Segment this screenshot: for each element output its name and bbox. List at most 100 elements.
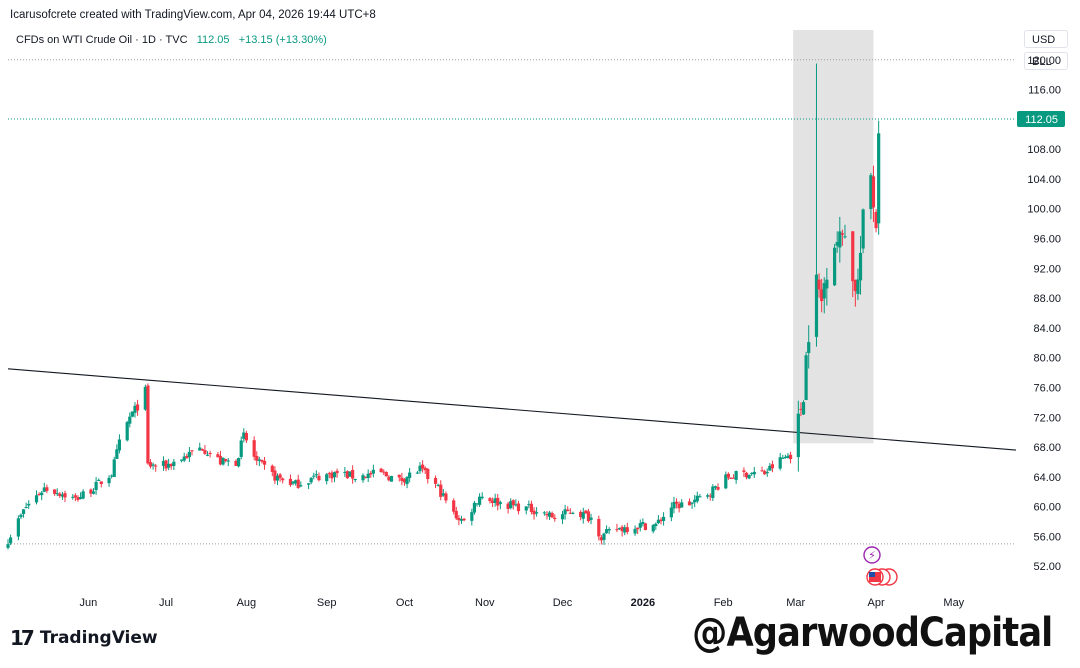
candle-body[interactable] [42, 487, 46, 492]
candle-body[interactable] [581, 512, 585, 519]
candle-body[interactable] [641, 521, 645, 524]
candle-body[interactable] [680, 502, 684, 508]
event-markers[interactable]: ⚡ [863, 546, 898, 586]
candle-body[interactable] [151, 464, 155, 466]
candle-body[interactable] [16, 518, 20, 537]
candle-body[interactable] [478, 496, 482, 505]
candle-body[interactable] [405, 477, 409, 485]
candle-body[interactable] [361, 475, 365, 481]
candle-body[interactable] [34, 495, 39, 503]
candle-body[interactable] [363, 476, 368, 478]
candle-body[interactable] [560, 514, 565, 520]
candle-body[interactable] [786, 455, 790, 458]
candle-body[interactable] [130, 411, 134, 417]
candle-body[interactable] [180, 459, 184, 461]
candle-body[interactable] [273, 470, 277, 481]
candle-body[interactable] [669, 507, 673, 518]
candle-body[interactable] [6, 544, 10, 548]
candle-body[interactable] [55, 493, 59, 495]
candle-body[interactable] [625, 527, 629, 532]
candle-body[interactable] [325, 474, 329, 482]
candle-body[interactable] [472, 502, 477, 513]
candle-body[interactable] [579, 511, 583, 517]
candle-body[interactable] [804, 355, 808, 400]
x-axis[interactable]: Jun Jul Aug Sep Oct Nov Dec 2026 Feb Mar Apr May [79, 597, 964, 609]
candle-body[interactable] [94, 481, 98, 491]
candle-body[interactable] [535, 512, 539, 514]
candle-body[interactable] [441, 493, 445, 496]
candle-body[interactable] [63, 493, 67, 498]
candle-body[interactable] [527, 504, 531, 506]
candle-body[interactable] [545, 513, 549, 516]
candle-body[interactable] [218, 456, 223, 465]
candle-body[interactable] [345, 471, 350, 479]
candle-body[interactable] [589, 517, 593, 520]
candle-body[interactable] [713, 486, 718, 488]
candle-body[interactable] [659, 519, 663, 522]
tradingview-logo[interactable]: 17 TradingView [10, 626, 158, 650]
unit-bll-button[interactable]: BLL [1024, 52, 1068, 70]
candle-body[interactable] [397, 474, 401, 478]
candle-body[interactable] [636, 527, 640, 530]
candle-body[interactable] [674, 501, 679, 504]
candle-body[interactable] [532, 510, 536, 515]
candle-body[interactable] [547, 512, 552, 517]
candle-body[interactable] [237, 457, 241, 467]
trendline[interactable] [7, 368, 1017, 451]
candle-body[interactable] [291, 481, 295, 484]
candle-body[interactable] [242, 432, 246, 439]
candle-body[interactable] [281, 478, 285, 481]
candle-body[interactable] [509, 501, 513, 509]
candle-body[interactable] [444, 493, 448, 501]
candle-body[interactable] [167, 463, 171, 468]
candle-body[interactable] [327, 473, 331, 475]
candle-body[interactable] [858, 252, 863, 281]
candle-body[interactable] [851, 231, 855, 282]
candle-body[interactable] [154, 465, 158, 467]
candle-body[interactable] [400, 477, 404, 481]
candle-body[interactable] [488, 498, 492, 502]
candle-body[interactable] [716, 486, 720, 490]
candle-body[interactable] [586, 511, 591, 522]
candle-body[interactable] [421, 464, 425, 469]
candle-body[interactable] [729, 477, 733, 479]
candle-body[interactable] [516, 503, 521, 512]
candle-body[interactable] [874, 211, 878, 229]
candle-body[interactable] [107, 477, 111, 484]
candle-body[interactable] [459, 519, 464, 521]
candle-body[interactable] [752, 471, 756, 475]
candle-body[interactable] [60, 494, 65, 497]
candle-body[interactable] [203, 450, 207, 454]
candle-body[interactable] [19, 514, 23, 518]
candle-body[interactable] [550, 513, 554, 518]
candle-body[interactable] [99, 481, 103, 485]
candle-body[interactable] [288, 478, 293, 485]
candle-body[interactable] [296, 479, 300, 488]
candle-body[interactable] [234, 460, 238, 466]
candle-body[interactable] [807, 342, 811, 354]
candle-body[interactable] [651, 525, 655, 532]
candle-body[interactable] [294, 480, 298, 484]
candle-body[interactable] [37, 494, 41, 496]
candle-body[interactable] [511, 500, 515, 506]
candle-body[interactable] [278, 474, 282, 479]
candle-body[interactable] [861, 209, 865, 249]
candle-body[interactable] [835, 242, 839, 246]
candle-body[interactable] [433, 477, 438, 484]
candle-body[interactable] [452, 500, 456, 512]
candle-body[interactable] [656, 519, 661, 524]
candle-body[interactable] [73, 495, 77, 498]
candle-body[interactable] [389, 476, 394, 482]
candle-body[interactable] [599, 537, 603, 541]
candle-body[interactable] [216, 454, 220, 458]
candle-body[interactable] [462, 518, 466, 521]
candle-body[interactable] [8, 537, 13, 544]
candle-body[interactable] [200, 449, 204, 451]
candle-body[interactable] [763, 471, 767, 475]
candle-body[interactable] [205, 454, 210, 456]
candle-body[interactable] [788, 454, 793, 460]
candle-body[interactable] [731, 477, 736, 479]
candle-body[interactable] [133, 405, 137, 413]
candle-body[interactable] [45, 487, 49, 491]
